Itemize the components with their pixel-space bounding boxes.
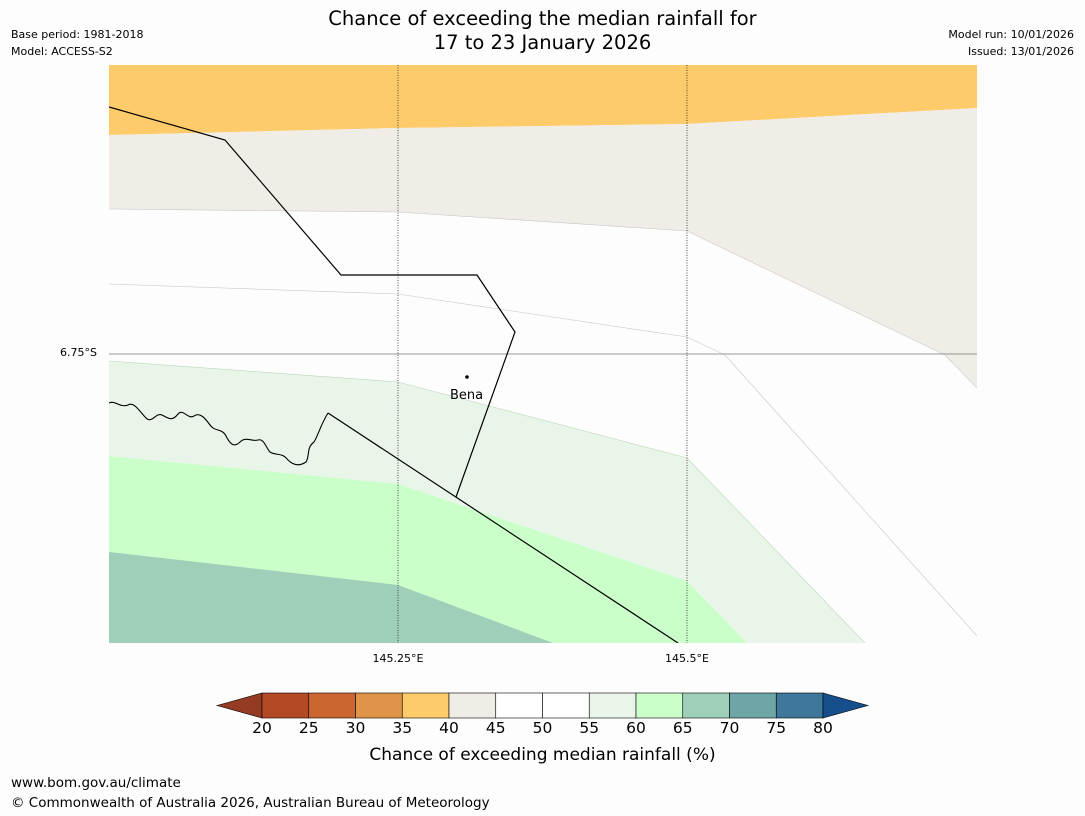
colorbar-cell xyxy=(308,692,356,719)
colorbar-tick-label: 30 xyxy=(345,719,366,737)
band-40-45 xyxy=(109,108,977,388)
colorbar-label: Chance of exceeding median rainfall (%) xyxy=(369,745,716,765)
colorbar-extend-low xyxy=(215,692,263,719)
colorbar-cell xyxy=(401,692,450,719)
title-line-2: 17 to 23 January 2026 xyxy=(433,31,652,54)
footer-copyright: © Commonwealth of Australia 2026, Austra… xyxy=(11,795,490,811)
colorbar-tick-label: 65 xyxy=(672,719,693,737)
colorbar-tick-label: 45 xyxy=(485,719,506,737)
lon-label: 145.5°E xyxy=(665,652,709,665)
colorbar-tick-label: 40 xyxy=(439,719,459,737)
colorbar-cell xyxy=(261,692,310,719)
base-period: Base period: 1981-2018 xyxy=(11,28,144,41)
colorbar-cell xyxy=(682,692,730,719)
colorbar-tick-label: 55 xyxy=(579,719,600,737)
colorbar-tick-label: 60 xyxy=(626,719,646,737)
place-marker xyxy=(465,375,469,379)
colorbar-tick-label: 35 xyxy=(392,719,413,737)
footer-url[interactable]: www.bom.gov.au/climate xyxy=(11,775,181,791)
model-run: Model run: 10/01/2026 xyxy=(948,28,1074,41)
colorbar-cell xyxy=(355,692,403,719)
contour-line xyxy=(109,360,866,643)
colorbar-cell xyxy=(542,692,590,719)
place-label-bena: Bena xyxy=(450,388,484,403)
colorbar-tick-label: 25 xyxy=(298,719,319,737)
province-border xyxy=(327,412,679,643)
model-name: Model: ACCESS-S2 xyxy=(11,45,113,58)
band-35-40 xyxy=(109,65,977,135)
meta-left: Base period: 1981-2018 Model: ACCESS-S2 xyxy=(11,26,143,60)
colorbar-tick-label: 20 xyxy=(252,719,272,737)
forecast-map xyxy=(109,65,977,643)
meta-right: Model run: 10/01/2026 Issued: 13/01/2026 xyxy=(948,26,1074,60)
colorbar-extend-high xyxy=(822,692,870,719)
chart-title: Chance of exceeding the median rainfall … xyxy=(0,7,1085,55)
contour-line xyxy=(109,283,977,637)
colorbar-cell xyxy=(448,692,497,719)
lat-label: 6.75°S xyxy=(60,346,97,359)
colorbar-cell xyxy=(729,692,777,719)
colorbar-cell xyxy=(635,692,684,719)
band-65-70 xyxy=(109,552,553,643)
colorbar-tick-label: 80 xyxy=(813,719,833,737)
issued-date: Issued: 13/01/2026 xyxy=(967,45,1074,58)
title-line-1: Chance of exceeding the median rainfall … xyxy=(328,7,757,30)
colorbar-cell xyxy=(588,692,637,719)
colorbar-cell xyxy=(495,692,543,719)
colorbar-tick-label: 75 xyxy=(766,719,787,737)
province-border xyxy=(109,106,516,498)
lon-label: 145.25°E xyxy=(372,652,424,665)
river-line xyxy=(109,401,329,466)
colorbar-cell xyxy=(775,692,824,719)
colorbar-tick-label: 50 xyxy=(532,719,553,737)
colorbar-tick-label: 70 xyxy=(719,719,740,737)
